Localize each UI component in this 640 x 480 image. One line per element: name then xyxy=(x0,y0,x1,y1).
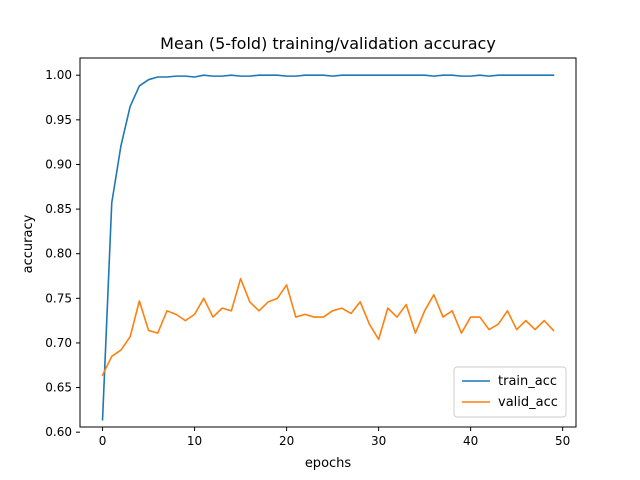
data-series-lines xyxy=(101,74,555,421)
y-tick-label: 0.80 xyxy=(45,247,72,261)
y-tick-label: 0.75 xyxy=(45,291,72,305)
x-axis-ticks: 0 10 20 30 40 50 xyxy=(99,427,570,448)
series-line-train-acc xyxy=(101,74,555,421)
x-tick-label: 10 xyxy=(187,434,202,448)
x-tick-label: 0 xyxy=(99,434,107,448)
x-tick-label: 50 xyxy=(555,434,570,448)
y-axis-ticks: 0.60 0.65 0.70 0.75 0.80 0.85 0.90 0.95 1.00 xyxy=(45,68,80,439)
y-tick-label: 0.95 xyxy=(45,113,72,127)
y-tick-label: 0.90 xyxy=(45,157,72,171)
y-tick-label: 0.65 xyxy=(45,381,72,395)
plot-area: 0 10 20 30 40 50 0.60 0.65 0.70 0.75 0.80 0.85 0.90… xyxy=(45,57,577,448)
y-tick-label: 0.60 xyxy=(45,425,72,439)
legend-box xyxy=(453,366,567,418)
legend-label-train-acc: train_acc xyxy=(498,374,557,389)
y-axis-label: accuracy xyxy=(21,214,36,273)
plot-background xyxy=(80,58,576,427)
y-tick-label: 1.00 xyxy=(45,68,72,82)
series-line-valid-acc xyxy=(101,277,555,377)
y-tick-label: 0.85 xyxy=(45,202,72,216)
x-tick-label: 20 xyxy=(279,434,294,448)
y-tick-label: 0.70 xyxy=(45,336,72,350)
legend: train_acc valid_acc xyxy=(453,366,567,418)
x-tick-label: 40 xyxy=(463,434,478,448)
x-tick-label: 30 xyxy=(371,434,386,448)
legend-label-valid-acc: valid_acc xyxy=(498,395,558,410)
x-axis-label: epochs xyxy=(305,456,352,471)
plot-frame xyxy=(79,57,577,428)
chart-title: Mean (5-fold) training/validation accura… xyxy=(160,34,496,53)
